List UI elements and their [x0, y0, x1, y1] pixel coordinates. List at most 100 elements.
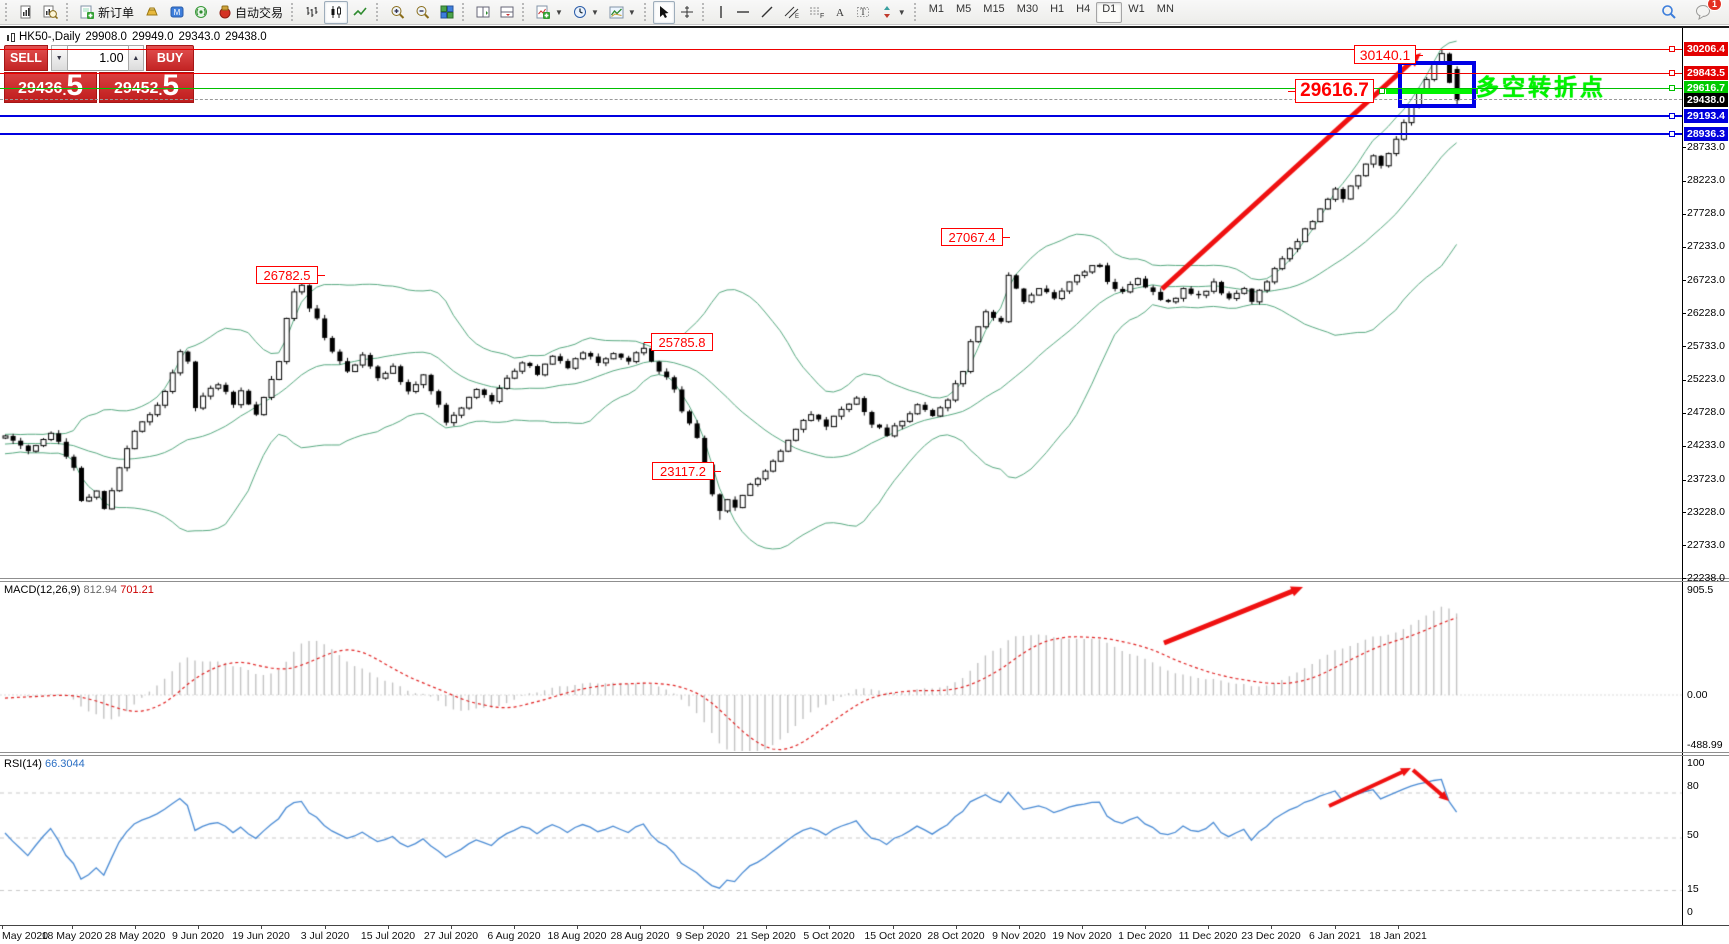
macd-signal-value: 701.21 — [120, 584, 154, 596]
price-axis-tick — [1682, 346, 1686, 348]
timeframe-m30-button[interactable]: M30 — [1016, 2, 1039, 15]
sell-price-button[interactable]: 29436. 5 — [4, 69, 97, 103]
channel-icon: E — [784, 5, 799, 19]
date-axis-tick — [72, 925, 73, 929]
window-h-button[interactable] — [495, 1, 519, 24]
dropdown-arrow-icon[interactable]: ▼ — [590, 7, 599, 17]
timeframe-w1-button[interactable]: W1 — [1128, 2, 1145, 15]
date-axis-label: 11 Dec 2020 — [1178, 930, 1238, 942]
bars-chart-button[interactable] — [300, 1, 324, 24]
sell-price-main: 29436 — [17, 80, 63, 97]
crosshair-button[interactable] — [675, 1, 699, 24]
signal-button[interactable] — [189, 1, 213, 24]
timeframe-h4-button[interactable]: H4 — [1076, 2, 1091, 15]
toolbar-grip — [643, 3, 650, 21]
bars-chart-icon — [305, 5, 319, 19]
notifications-button[interactable]: 1 — [1690, 0, 1722, 24]
price-axis-tick — [1682, 213, 1686, 215]
date-axis-label: 5 Oct 2020 — [803, 930, 855, 942]
timeframe-h1-button[interactable]: H1 — [1050, 2, 1065, 15]
periods-button[interactable]: ▼ — [568, 1, 604, 24]
fibo-button[interactable]: F — [804, 1, 829, 24]
autotrade-button[interactable]: 自动交易 — [213, 1, 288, 24]
indicators-button[interactable]: ▼ — [531, 1, 568, 24]
zoom-in-button[interactable] — [385, 1, 410, 24]
mql-icon: M — [170, 5, 184, 19]
hline-button[interactable] — [731, 1, 755, 24]
tile-windows-icon — [440, 5, 454, 19]
timeframe-m5-button[interactable]: M5 — [956, 2, 972, 15]
gold-button[interactable] — [139, 1, 165, 24]
sell-button[interactable]: SELL — [4, 45, 48, 71]
trendline-button[interactable] — [755, 1, 779, 24]
window-h-icon — [500, 5, 514, 19]
vline-button[interactable] — [711, 1, 731, 24]
date-axis-label: 6 Aug 2020 — [487, 930, 541, 942]
tile-windows-button[interactable] — [435, 1, 459, 24]
search-button[interactable] — [1656, 1, 1682, 24]
chart-zoom-button[interactable] — [38, 1, 63, 24]
cursor-icon — [658, 5, 670, 19]
dropdown-arrow-icon[interactable]: ▼ — [555, 7, 563, 17]
price-axis-tick — [1682, 412, 1686, 414]
main-toolbar: 新订单 M 自动交易 ▼ ▼ ▼ E F A T ▼ M1 M5 M15 M30 H1 H4 D1 W1 MN 1 — [0, 0, 1729, 25]
rsi-value: 66.3044 — [44, 758, 85, 770]
date-axis-tick — [514, 925, 515, 929]
volume-increase-button[interactable]: ▲ — [127, 45, 145, 71]
chart-symbol-icon — [6, 32, 15, 42]
templates-button[interactable]: ▼ — [604, 1, 641, 24]
shapes-button[interactable]: ▼ — [875, 1, 911, 24]
cursor-button[interactable] — [652, 0, 675, 24]
buy-price-button[interactable]: 29452. 5 — [99, 71, 194, 103]
new-order-icon — [80, 5, 95, 20]
volume-input[interactable] — [67, 45, 128, 71]
window-v-button[interactable] — [471, 1, 495, 24]
timeframe-d1-button[interactable]: D1 — [1096, 1, 1123, 23]
search-icon — [1661, 4, 1677, 20]
price-axis-tick-label: 26723.0 — [1687, 273, 1725, 286]
date-axis-label: 27 Jul 2020 — [423, 930, 479, 942]
timeframe-group: M1 M5 M15 M30 H1 H4 D1 W1 MN — [923, 0, 1180, 24]
dropdown-arrow-icon[interactable]: ▼ — [897, 7, 906, 17]
text-button[interactable]: A — [829, 1, 851, 24]
timeframe-m1-button[interactable]: M1 — [928, 2, 944, 15]
sell-price-frac: 5 — [66, 69, 84, 102]
toolbar-grip — [701, 3, 708, 21]
label-button[interactable]: T — [851, 1, 875, 24]
date-axis-tick — [1335, 925, 1336, 929]
rsi-pane-separator[interactable] — [0, 752, 1729, 753]
macd-pane-separator[interactable] — [0, 578, 1729, 579]
templates-icon — [609, 6, 624, 19]
new-order-button[interactable]: 新订单 — [75, 1, 139, 24]
toolbar-group — [471, 0, 519, 24]
dropdown-arrow-icon[interactable]: ▼ — [627, 7, 636, 17]
price-tag-28936.3: 28936.3 — [1684, 126, 1728, 141]
chart-file-button[interactable] — [14, 1, 38, 24]
macd-axis-label: -488.99 — [1687, 739, 1723, 751]
zoom-out-button[interactable] — [410, 1, 435, 24]
price-axis-tick-label: 24728.0 — [1687, 406, 1725, 419]
channel-button[interactable]: E — [779, 1, 804, 24]
timeframe-mn-button[interactable]: MN — [1156, 2, 1174, 15]
buy-button[interactable]: BUY — [146, 45, 194, 71]
price-axis-tick-label: 26228.0 — [1687, 306, 1725, 319]
candle-chart-button[interactable] — [324, 0, 349, 24]
price-tag-29616.7: 29616.7 — [1684, 81, 1728, 96]
price-axis-tick-label: 28733.0 — [1687, 140, 1725, 153]
volume-decrease-button[interactable]: ▼ — [50, 45, 68, 71]
periods-icon — [573, 5, 587, 19]
date-axis-label: 3 Jul 2020 — [300, 930, 350, 942]
mql-button[interactable]: M — [165, 1, 189, 24]
toolbar-group — [385, 0, 459, 24]
toolbar-group: ▼ ▼ ▼ — [531, 0, 641, 24]
macd-axis-label: 905.5 — [1687, 584, 1714, 596]
candle-chart-icon — [329, 5, 343, 19]
date-axis-tick — [198, 925, 199, 929]
timeframe-m15-button[interactable]: M15 — [983, 2, 1005, 15]
line-chart-button[interactable] — [348, 1, 373, 24]
toolbar-group — [652, 0, 699, 24]
toolbar-grip — [291, 3, 297, 21]
gold-icon — [144, 6, 160, 19]
toolbar-group: 新订单 M 自动交易 — [75, 0, 288, 24]
